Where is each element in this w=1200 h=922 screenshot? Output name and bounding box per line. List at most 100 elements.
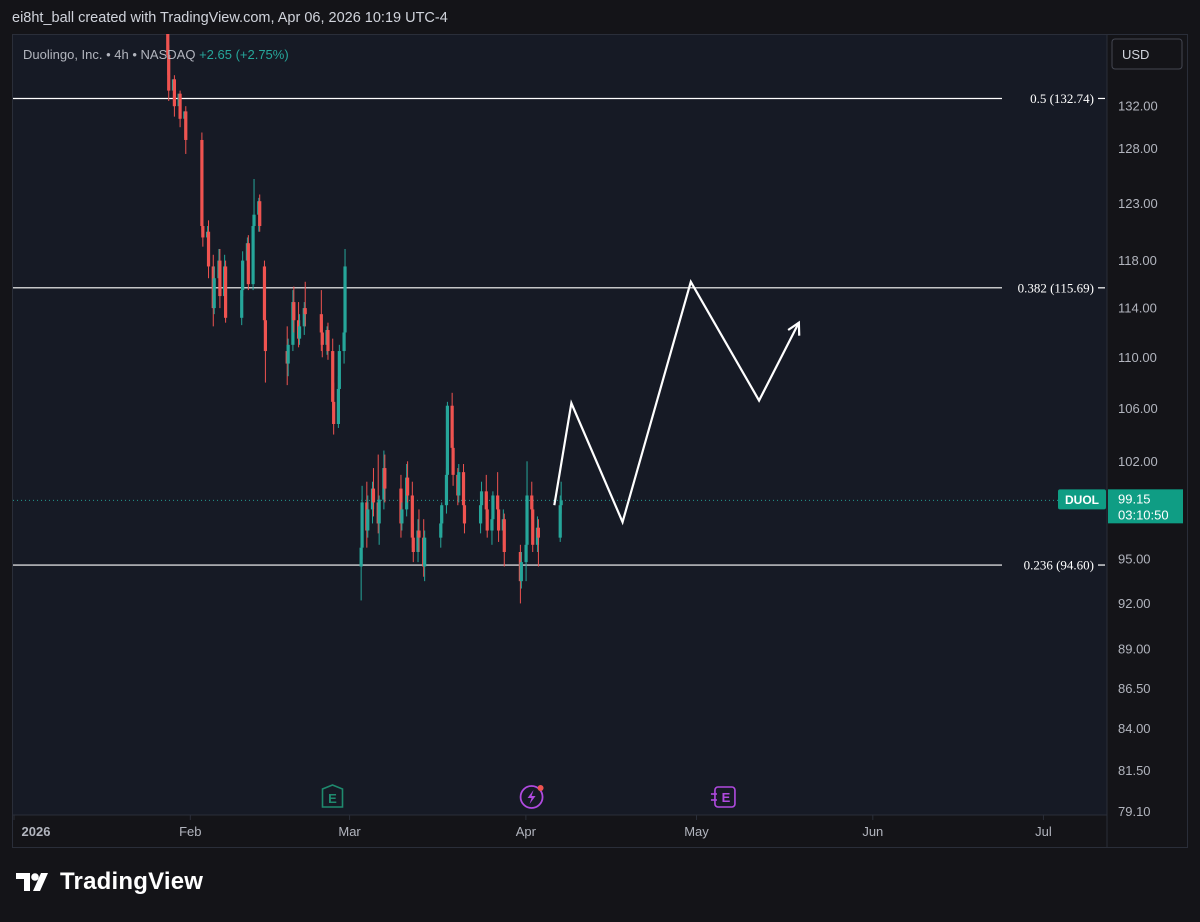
symbol-legend[interactable]: Duolingo, Inc. • 4h • NASDAQ +2.65 (+2.7…: [23, 47, 289, 62]
symbol-exchange: NASDAQ: [141, 47, 196, 62]
candle-body: [332, 401, 336, 424]
candle-body: [383, 468, 387, 489]
candle-body: [484, 491, 488, 510]
candle-body: [461, 472, 466, 506]
dividend-lightning-icon[interactable]: [519, 785, 544, 809]
candles-layer: [166, 34, 563, 604]
candle-body: [201, 226, 205, 238]
candle-body: [251, 226, 255, 285]
candle-body: [410, 495, 414, 538]
tradingview-logo-icon: [16, 873, 48, 891]
candle-body: [559, 500, 563, 506]
price-tick-label: 132.00: [1118, 99, 1158, 114]
earnings-past-icon[interactable]: [321, 784, 344, 808]
candle-body: [297, 326, 302, 339]
candle-body: [440, 505, 444, 524]
candle-body: [530, 495, 534, 510]
candle-body: [423, 537, 427, 567]
price-tick-label: 84.00: [1118, 721, 1151, 736]
time-tick-label: Jul: [1035, 824, 1052, 839]
notification-dot: [537, 785, 544, 791]
candle-body: [263, 320, 268, 352]
candle-body: [337, 351, 341, 389]
candle-body: [496, 495, 500, 510]
candle-body: [445, 405, 450, 475]
fib-level-label: 0.382 (115.69): [1018, 280, 1094, 295]
candle-body: [262, 266, 267, 321]
price-tick-label: 95.00: [1118, 552, 1151, 567]
candle-body: [184, 111, 188, 140]
candle-body: [336, 388, 340, 424]
candle-body: [502, 519, 506, 552]
price-tick-label: 106.00: [1118, 401, 1158, 416]
candle-body: [405, 477, 410, 496]
price-tick-label: 102.00: [1118, 454, 1158, 469]
candle-body: [240, 290, 244, 318]
price-tick-label: 92.00: [1118, 596, 1151, 611]
fibonacci-levels[interactable]: 0.5 (132.74) 0.382 (115.69) 0.236 (94.60): [13, 91, 1105, 573]
candle-body: [462, 505, 467, 524]
candle-body: [496, 509, 501, 531]
time-tick-label: May: [684, 824, 709, 839]
price-tick-label: 89.00: [1118, 642, 1151, 657]
candle-body: [319, 314, 323, 333]
candle-body: [485, 509, 489, 531]
candle-body: [400, 509, 404, 524]
candle-body: [212, 278, 216, 309]
projection-path[interactable]: [553, 278, 800, 526]
candle-body: [490, 519, 494, 531]
candle-body: [457, 472, 461, 496]
currency-button[interactable]: USD: [1111, 38, 1183, 70]
candle-body: [450, 405, 454, 448]
candle-body: [360, 502, 364, 548]
candle-body: [558, 505, 562, 538]
candle-body: [331, 351, 335, 402]
currency-label: USD: [1122, 47, 1149, 62]
price-tick-label: 114.00: [1118, 301, 1157, 316]
candle-body: [416, 530, 420, 552]
time-tick-label: Apr: [516, 824, 537, 839]
bar-countdown: 03:10:50: [1118, 507, 1169, 522]
candle-body: [223, 266, 228, 318]
earnings-label: E: [328, 791, 337, 806]
candle-body: [399, 488, 403, 524]
price-tick-label: 81.50: [1118, 763, 1151, 778]
price-tag-bg: [1108, 489, 1183, 524]
candle-body: [479, 491, 484, 506]
symbol-tag-bg: [1058, 489, 1106, 510]
candle-body: [478, 505, 483, 524]
price-tick-label: 79.10: [1118, 804, 1151, 819]
price-tick-label: 110.00: [1118, 350, 1157, 365]
symbol-change: +2.65 (+2.75%): [199, 47, 289, 62]
candle-body: [444, 474, 449, 506]
chart-canvas[interactable]: 0.5 (132.74)0.382 (115.69)0.236 (94.60) …: [12, 34, 1188, 848]
candle-body: [320, 332, 324, 345]
time-tick-label: Jun: [862, 824, 883, 839]
candle-body: [439, 523, 443, 538]
plot-area-bg: [13, 35, 1107, 815]
candle-body: [326, 330, 330, 352]
price-tag-value: 99.15: [1118, 491, 1151, 506]
fib-level-label: 0.5 (132.74): [1030, 91, 1094, 106]
candle-body: [377, 499, 381, 524]
candle-body: [292, 302, 296, 321]
candle-body: [252, 214, 256, 227]
candle-body: [178, 93, 182, 119]
brand-wordmark: TradingView: [60, 868, 204, 895]
time-tick-label: Feb: [179, 824, 201, 839]
candle-body: [531, 509, 535, 545]
earnings-upcoming-icon[interactable]: [714, 786, 736, 808]
candle-body: [172, 79, 177, 107]
tradingview-logo[interactable]: TradingView: [16, 868, 203, 896]
candle-body: [241, 260, 245, 291]
candle-body: [519, 562, 523, 582]
price-tick-label: 86.50: [1118, 681, 1151, 696]
chart-frame: [12, 34, 1188, 848]
time-axis-ticks: 2026 Feb Mar Apr May Jun Jul: [13, 815, 1052, 839]
lightning-bolt: [527, 790, 536, 804]
symbol-interval: 4h: [114, 47, 128, 62]
projection-drawing[interactable]: [553, 278, 801, 526]
candle-body: [258, 201, 262, 227]
candle-body: [291, 302, 295, 345]
